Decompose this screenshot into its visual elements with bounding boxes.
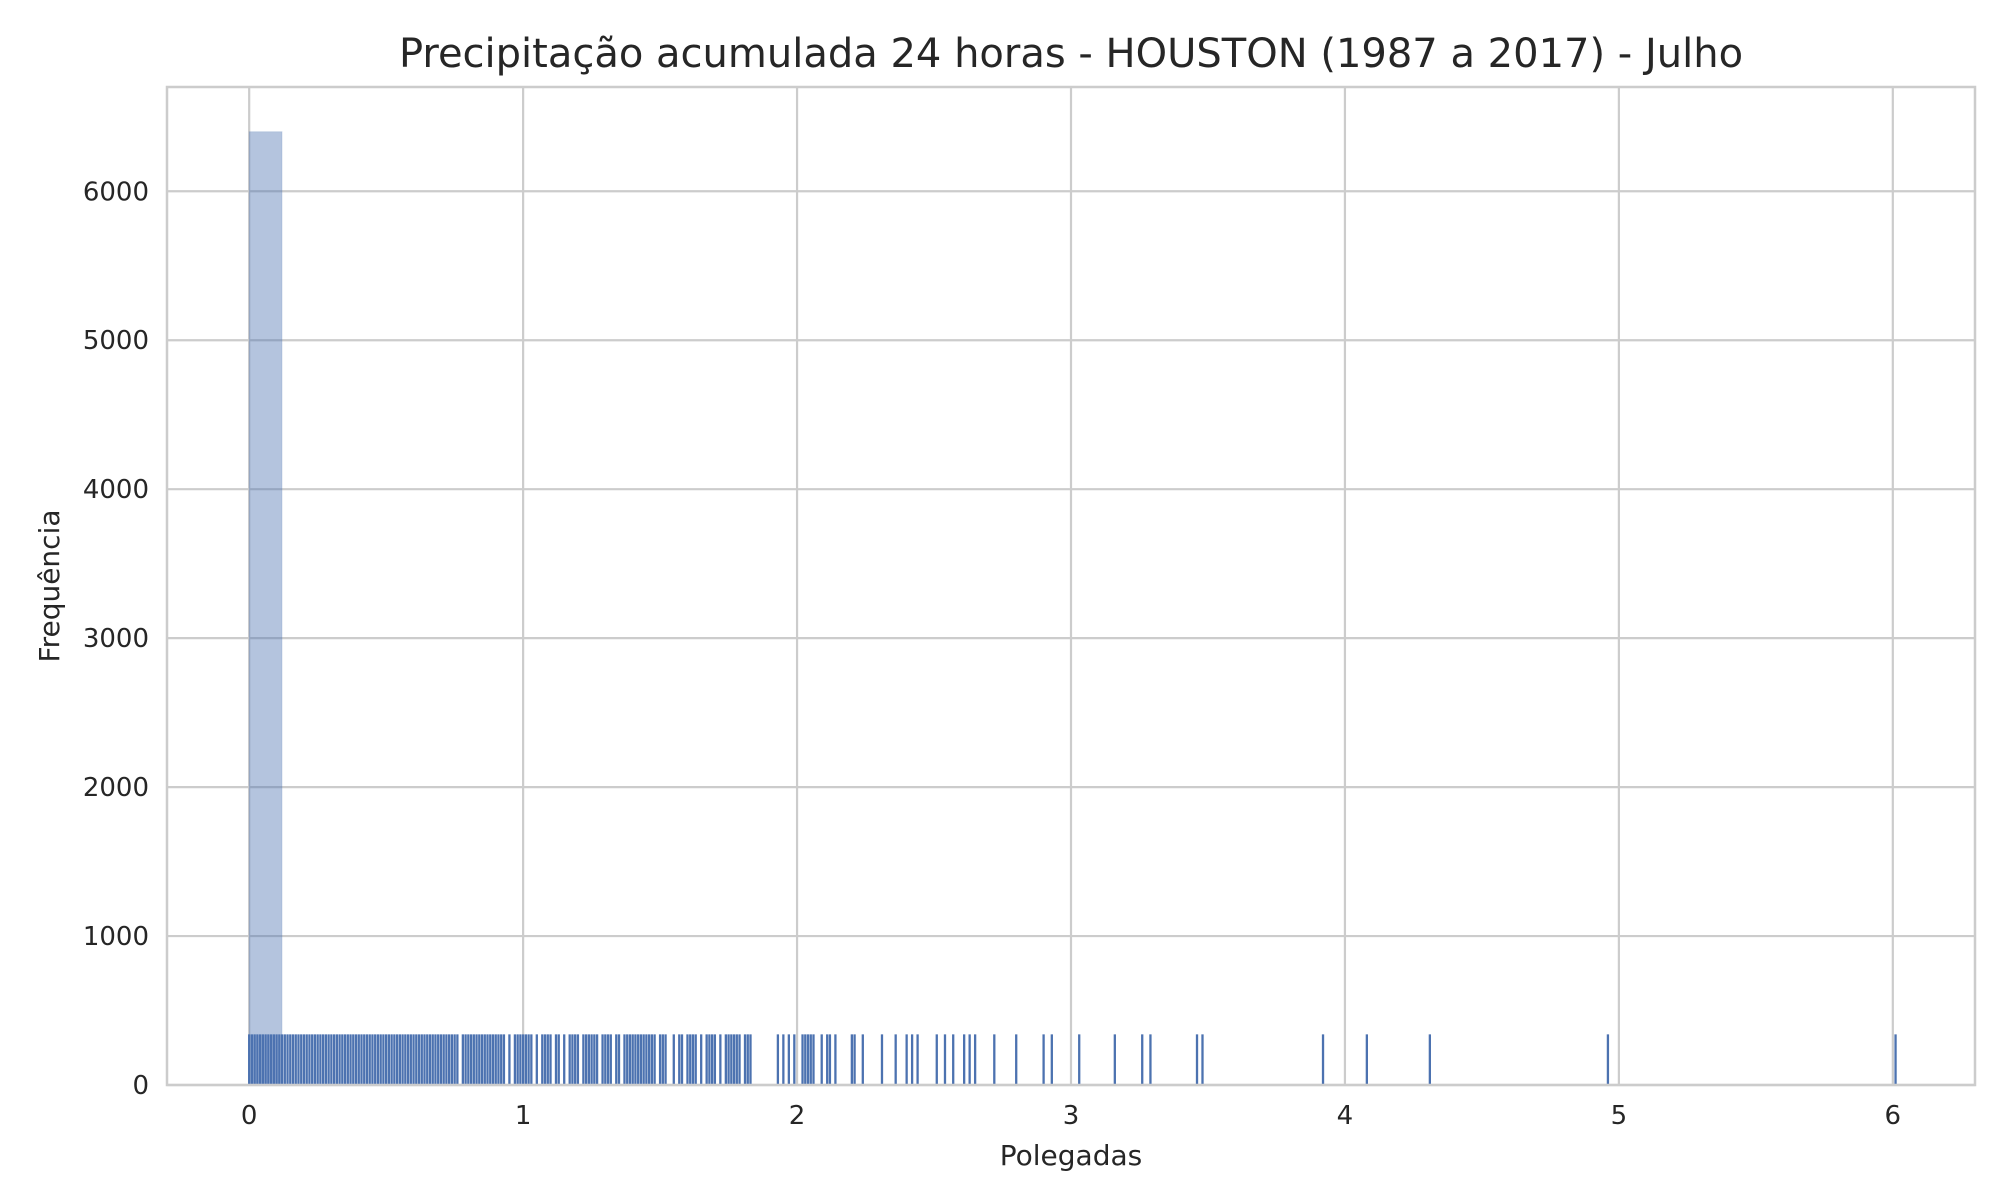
rug-marks (248, 1034, 1897, 1085)
y-tick-label: 4000 (83, 475, 149, 505)
histogram-bar (248, 131, 283, 1086)
x-tick-label: 2 (789, 1101, 806, 1131)
y-tick-label: 6000 (83, 177, 149, 207)
y-tick-label: 5000 (83, 326, 149, 356)
chart-title: Precipitação acumulada 24 horas - HOUSTO… (399, 31, 1743, 77)
x-tick-label: 0 (241, 1101, 258, 1131)
y-axis-label: Frequência (33, 509, 66, 662)
y-tick-labels: 0 1000 2000 3000 4000 5000 6000 (83, 177, 149, 1101)
y-tick-label: 3000 (83, 624, 149, 654)
x-tick-label: 3 (1063, 1101, 1080, 1131)
plot-frame (165, 85, 1977, 1087)
x-tick-label: 6 (1885, 1101, 1902, 1131)
grid-lines (167, 87, 1975, 1087)
y-tick-label: 1000 (83, 922, 149, 952)
x-tick-label: 1 (515, 1101, 532, 1131)
y-tick-label: 0 (132, 1071, 149, 1101)
x-tick-label: 5 (1611, 1101, 1628, 1131)
x-tick-label: 4 (1337, 1101, 1354, 1131)
y-tick-label: 2000 (83, 773, 149, 803)
histogram-bars (248, 131, 283, 1086)
x-tick-labels: 0 1 2 3 4 5 6 (241, 1101, 1901, 1131)
x-axis-label: Polegadas (1000, 1139, 1142, 1172)
